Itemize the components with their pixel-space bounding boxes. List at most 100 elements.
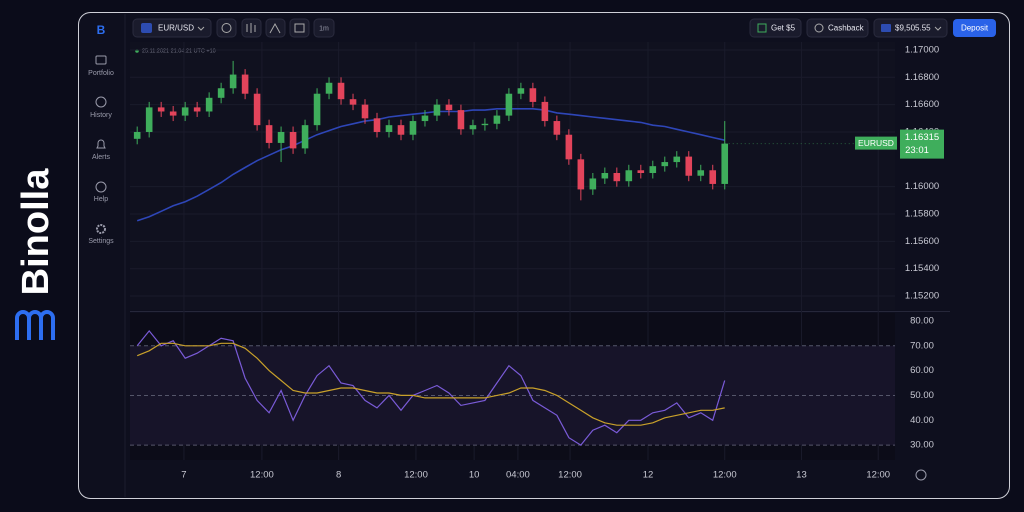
candle-body xyxy=(625,170,633,182)
x-tick-label: 13 xyxy=(796,470,807,481)
settings-icon[interactable] xyxy=(96,224,106,234)
candle-body xyxy=(505,93,513,116)
candle-body xyxy=(661,162,669,167)
x-tick-label: 12:00 xyxy=(250,470,274,481)
candle-body xyxy=(517,88,525,94)
portfolio-icon[interactable] xyxy=(95,55,107,65)
countdown-label: 23:01 xyxy=(905,145,929,156)
x-tick-label: 7 xyxy=(181,470,186,481)
caret xyxy=(934,26,942,31)
screenshot-icon xyxy=(294,23,305,33)
candle-body xyxy=(721,143,729,184)
candle-body xyxy=(349,99,357,105)
y-tick-label: 1.16000 xyxy=(905,181,939,192)
candle-body xyxy=(709,170,717,184)
candle-body xyxy=(637,170,645,173)
candle-body xyxy=(265,125,273,143)
nav-label[interactable]: Alerts xyxy=(92,154,110,161)
deposit-label[interactable]: Deposit xyxy=(961,24,989,33)
candle-body xyxy=(313,93,321,126)
candle-body xyxy=(301,125,309,149)
brand-name: Binolla xyxy=(15,168,57,296)
candle-body xyxy=(205,97,213,112)
price-tag xyxy=(900,129,944,159)
settings-button[interactable] xyxy=(915,469,927,481)
y-tick-label: 1.16600 xyxy=(905,99,939,110)
y-tick-label: 1.15200 xyxy=(905,291,939,302)
history-icon[interactable] xyxy=(95,96,107,108)
gift-icon xyxy=(757,23,767,33)
candle-body xyxy=(685,156,693,176)
candle-body xyxy=(589,178,597,190)
candle-body xyxy=(445,104,453,111)
cashback-label[interactable]: Cashback xyxy=(828,24,865,33)
y-tick-label: 70.00 xyxy=(910,340,934,351)
deposit-button[interactable] xyxy=(953,19,996,37)
candle-body xyxy=(361,104,369,119)
candle-body xyxy=(493,115,501,124)
balance[interactable]: $9,505.55 xyxy=(895,24,931,33)
x-tick-label: 12:00 xyxy=(713,470,737,481)
candle-body xyxy=(229,74,237,89)
nav-label[interactable]: Portfolio xyxy=(88,70,114,77)
cashback-button[interactable] xyxy=(806,18,869,38)
candle-body xyxy=(469,125,477,130)
candle-body xyxy=(433,104,441,116)
y-tick-label: 30.00 xyxy=(910,440,934,451)
y-tick-label: 1.16800 xyxy=(905,72,939,83)
indicator-line xyxy=(136,108,725,222)
alerts-icon[interactable] xyxy=(96,139,106,149)
x-tick-label: 12:00 xyxy=(558,470,582,481)
candle-body xyxy=(193,107,201,112)
flag-icon xyxy=(881,24,891,32)
candle-body xyxy=(409,121,417,135)
candle-body xyxy=(601,172,609,179)
indicator-line xyxy=(136,342,725,426)
nav-label[interactable]: History xyxy=(90,112,112,119)
candle-body xyxy=(565,134,573,160)
screenshot-button[interactable] xyxy=(289,18,310,38)
nav-label[interactable]: Settings xyxy=(88,238,114,245)
price-panel xyxy=(130,42,895,310)
drawing-button[interactable] xyxy=(265,18,286,38)
x-tick-label: 12 xyxy=(643,470,654,481)
nav-label[interactable]: Help xyxy=(94,196,109,203)
symbol-label: EURUSD xyxy=(858,138,894,148)
candle-body xyxy=(673,156,681,163)
x-tick-label: 12:00 xyxy=(866,470,890,481)
candle-body xyxy=(397,125,405,135)
candle-body xyxy=(289,131,297,149)
candle-body xyxy=(577,159,585,190)
pair-selector[interactable] xyxy=(132,18,212,38)
candle-body xyxy=(241,74,249,94)
candle-body xyxy=(169,111,177,116)
interval[interactable]: 1m xyxy=(319,25,329,32)
candle-body xyxy=(457,110,465,130)
toolbar: EUR/USD 1m Get $5 Cashback $9,505.55 Dep… xyxy=(132,18,996,38)
sidebar: Portfolio History Alerts Help Settings xyxy=(88,55,114,245)
candle-body xyxy=(421,115,429,122)
interval-button[interactable] xyxy=(313,18,335,38)
cashback-icon xyxy=(814,23,824,33)
pair-name[interactable]: EUR/USD xyxy=(158,24,194,33)
bonus-label[interactable]: Get $5 xyxy=(771,24,796,33)
flag-icon xyxy=(141,23,152,33)
candle-body xyxy=(649,166,657,173)
balance-button[interactable] xyxy=(873,18,948,38)
y-tick-label: 80.00 xyxy=(910,315,934,326)
info-button[interactable] xyxy=(216,18,237,38)
symbol-tag xyxy=(855,136,897,150)
help-icon[interactable] xyxy=(95,181,107,193)
indicators-icon xyxy=(246,23,256,33)
candle-body xyxy=(325,82,333,94)
plot: 1.170001.168001.166001.164001.160001.158… xyxy=(130,42,944,481)
candle-body xyxy=(529,88,537,102)
x-tick-label: 04:00 xyxy=(506,470,530,481)
x-tick-label: 10 xyxy=(469,470,480,481)
app-logo[interactable]: B xyxy=(97,23,106,37)
info-icon xyxy=(221,23,232,33)
timestamp: 25.11.2021 21:04:21 UTC +10 xyxy=(142,48,216,54)
brand-logo xyxy=(15,310,55,340)
